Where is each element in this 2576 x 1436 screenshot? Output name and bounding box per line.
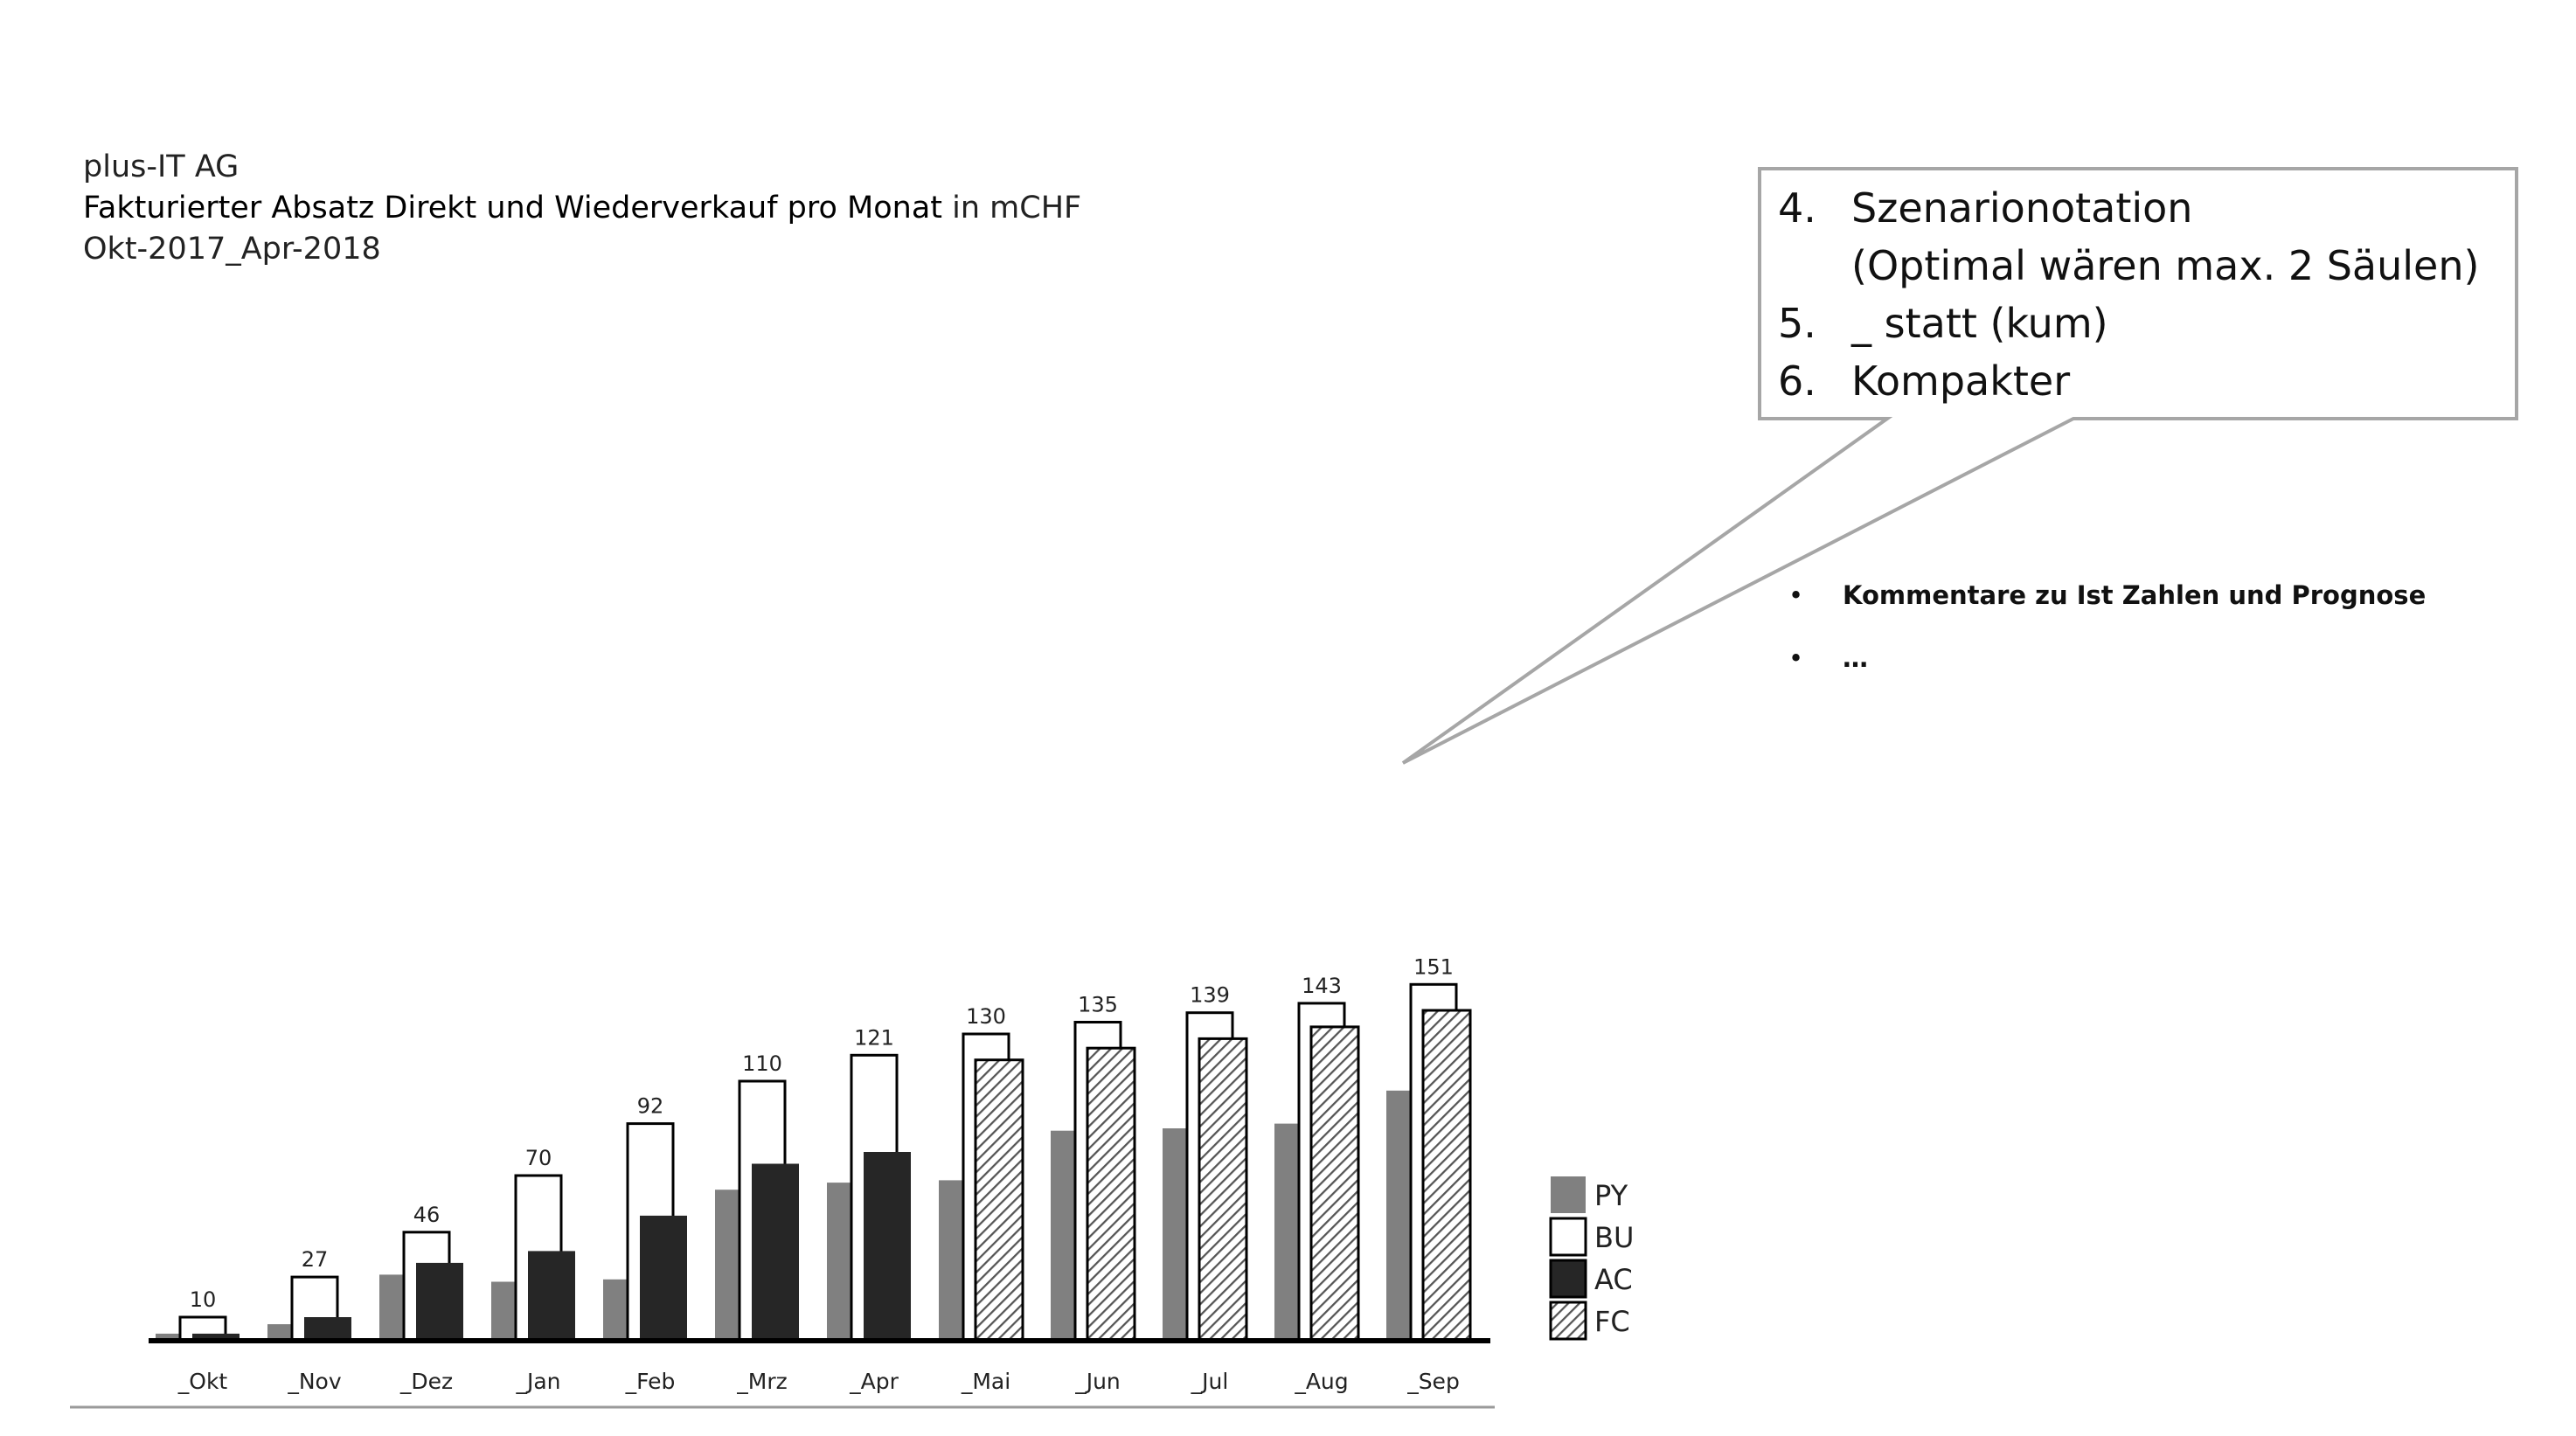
chart-title: Fakturierter Absatz Direkt und Wiederver… bbox=[83, 188, 1081, 229]
company-name: plus-IT AG bbox=[83, 149, 240, 184]
legend-label-BU: BU bbox=[1594, 1221, 1634, 1254]
legend-label-PY: PY bbox=[1594, 1179, 1628, 1212]
chart-title-main: Fakturierter Absatz Direkt und Wiederver… bbox=[83, 191, 943, 225]
x-tick-label-_Okt: _Okt bbox=[177, 1369, 228, 1394]
bar-ac-_Mrz bbox=[752, 1163, 799, 1341]
callout-item: 4. Szenarionotation bbox=[1778, 184, 2193, 232]
bar-py-_Apr bbox=[827, 1183, 851, 1341]
bar-py-_Sep bbox=[1386, 1090, 1411, 1341]
x-tick-label-_Feb: _Feb bbox=[625, 1369, 676, 1394]
bar-py-_Dez bbox=[379, 1274, 404, 1341]
data-label-_Okt: 10 bbox=[190, 1287, 217, 1312]
comment-item: • Kommentare zu Ist Zahlen und Prognose bbox=[1788, 564, 2426, 627]
chart-header: plus-IT AG Fakturierter Absatz Direkt un… bbox=[83, 147, 1081, 270]
bar-ac-_Apr bbox=[864, 1152, 911, 1341]
legend-swatch-PY bbox=[1551, 1176, 1586, 1213]
data-label-_Dez: 46 bbox=[413, 1203, 441, 1227]
comments-list: • Kommentare zu Ist Zahlen und Prognose •… bbox=[1788, 564, 2426, 690]
callout-speech-bubble bbox=[1401, 167, 2518, 765]
data-label-_Sep: 151 bbox=[1413, 954, 1454, 979]
callout-item: 5. _ statt (kum) bbox=[1778, 300, 2108, 347]
bar-py-_Jul bbox=[1163, 1128, 1187, 1341]
data-label-_Nov: 27 bbox=[302, 1247, 329, 1272]
bar-py-_Mai bbox=[939, 1180, 963, 1341]
bullet-icon: • bbox=[1788, 580, 1804, 610]
data-label-_Mrz: 110 bbox=[742, 1051, 782, 1076]
data-label-_Aug: 143 bbox=[1302, 974, 1342, 998]
bars-group: 10 _Okt 27 _Nov 46 _Dez 70 _Jan 92 _Feb 110 _Mrz 121… bbox=[156, 954, 1472, 1394]
x-tick-label-_Mrz: _Mrz bbox=[736, 1369, 787, 1394]
callout-list: 4. Szenarionotation (Optimal wären max. 2… bbox=[1778, 179, 2479, 410]
comment-item: •… bbox=[1788, 627, 2426, 690]
data-label-_Jul: 139 bbox=[1190, 983, 1230, 1008]
bar-ac-_Jan bbox=[528, 1251, 575, 1341]
bar-fc-_Jun bbox=[1086, 1046, 1136, 1342]
x-tick-label-_Dez: _Dez bbox=[399, 1369, 453, 1394]
legend: PY BU AC FC bbox=[1549, 1176, 1634, 1341]
legend-label-FC: FC bbox=[1594, 1305, 1630, 1338]
callout-item: (Optimal wären max. 2 Säulen) bbox=[1851, 242, 2480, 289]
data-label-_Apr: 121 bbox=[854, 1025, 894, 1050]
legend-swatch-BU bbox=[1549, 1217, 1587, 1257]
x-tick-label-_Jan: _Jan bbox=[515, 1369, 560, 1394]
chart-title-unit: in mCHF bbox=[942, 191, 1082, 225]
bar-ac-_Nov bbox=[304, 1317, 351, 1341]
bar-py-_Mrz bbox=[715, 1190, 739, 1341]
bar-fc-_Aug bbox=[1309, 1025, 1360, 1342]
callout-item: 6. Kompakter bbox=[1778, 357, 2071, 405]
legend-label-AC: AC bbox=[1594, 1263, 1633, 1296]
x-tick-label-_Nov: _Nov bbox=[287, 1369, 341, 1394]
data-label-_Jun: 135 bbox=[1078, 993, 1118, 1017]
x-tick-label-_Jun: _Jun bbox=[1074, 1369, 1121, 1394]
data-label-_Mai: 130 bbox=[966, 1004, 1006, 1029]
legend-swatch-FC bbox=[1549, 1301, 1587, 1341]
data-label-_Jan: 70 bbox=[525, 1146, 552, 1170]
bar-py-_Okt bbox=[156, 1333, 180, 1341]
bar-ac-_Dez bbox=[416, 1262, 463, 1341]
bar-fc-_Sep bbox=[1421, 1009, 1472, 1342]
bar-fc-_Jul bbox=[1198, 1037, 1248, 1342]
bar-py-_Feb bbox=[603, 1279, 628, 1341]
bar-ac-_Okt bbox=[192, 1333, 240, 1341]
chart-period: Okt-2017_Apr-2018 bbox=[83, 232, 381, 267]
data-label-_Feb: 92 bbox=[637, 1094, 664, 1119]
bullet-icon: • bbox=[1788, 643, 1804, 673]
x-tick-label-_Mai: _Mai bbox=[961, 1369, 1010, 1394]
bar-py-_Jan bbox=[491, 1281, 516, 1341]
bar-ac-_Feb bbox=[640, 1215, 687, 1341]
x-tick-label-_Sep: _Sep bbox=[1406, 1369, 1460, 1394]
x-tick-label-_Jul: _Jul bbox=[1191, 1369, 1229, 1394]
x-tick-label-_Apr: _Apr bbox=[849, 1369, 899, 1394]
bar-py-_Nov bbox=[267, 1324, 292, 1341]
legend-swatch-AC bbox=[1549, 1259, 1587, 1299]
bar-py-_Aug bbox=[1274, 1123, 1299, 1341]
bar-py-_Jun bbox=[1051, 1130, 1075, 1341]
bar-fc-_Mai bbox=[974, 1058, 1024, 1342]
x-tick-label-_Aug: _Aug bbox=[1294, 1369, 1348, 1394]
